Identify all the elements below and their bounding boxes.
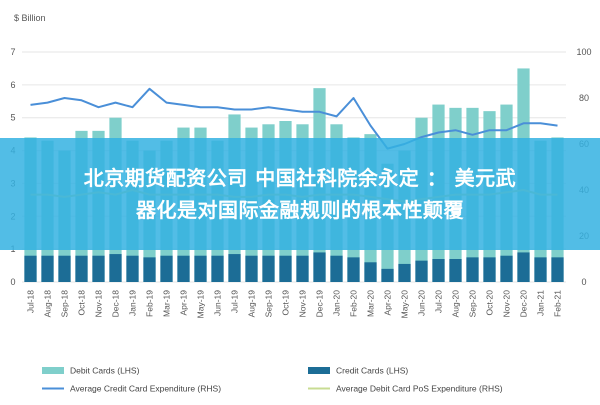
x-tick-label: Dec-19 — [315, 290, 325, 318]
credit-bar — [449, 259, 462, 282]
x-tick-label: Oct-20 — [485, 290, 495, 316]
x-tick-label: Jul-18 — [26, 290, 36, 313]
left-tick-label: 7 — [10, 47, 15, 57]
credit-bar — [432, 259, 445, 282]
right-tick-label: 0 — [581, 277, 586, 287]
credit-bar — [534, 257, 547, 282]
x-tick-label: Oct-18 — [77, 290, 87, 316]
credit-bar — [330, 255, 343, 282]
legend-label: Average Credit Card Expenditure (RHS) — [70, 384, 221, 394]
x-tick-label: Dec-20 — [519, 290, 529, 318]
legend-label: Debit Cards (LHS) — [70, 366, 140, 376]
legend-swatch — [42, 367, 64, 374]
credit-bar — [347, 257, 360, 282]
x-tick-label: Dec-18 — [111, 290, 121, 318]
credit-bar — [194, 255, 207, 282]
x-tick-label: Apr-20 — [383, 290, 393, 316]
x-tick-label: Nov-18 — [94, 290, 104, 318]
credit-bar — [75, 255, 88, 282]
credit-bar — [262, 255, 275, 282]
x-tick-label: Jan-20 — [332, 290, 342, 316]
credit-bar — [126, 255, 139, 282]
x-tick-label: Apr-19 — [179, 290, 189, 316]
credit-bar — [296, 255, 309, 282]
credit-bar — [381, 268, 394, 282]
credit-bar — [160, 255, 173, 282]
x-tick-label: May-19 — [196, 290, 206, 319]
credit-bar — [24, 255, 37, 282]
credit-bar — [466, 257, 479, 282]
x-tick-label: Sep-18 — [60, 290, 70, 318]
x-tick-label: Mar-20 — [366, 290, 376, 317]
x-tick-label: Jul-19 — [230, 290, 240, 313]
x-tick-label: Jan-19 — [128, 290, 138, 316]
x-tick-label: Sep-20 — [468, 290, 478, 318]
credit-bar — [500, 255, 513, 282]
credit-bar — [58, 255, 71, 282]
legend-label: Average Debit Card PoS Expenditure (RHS) — [336, 384, 503, 394]
x-tick-label: Aug-18 — [43, 290, 53, 318]
x-tick-label: Oct-19 — [281, 290, 291, 316]
x-tick-label: Feb-21 — [553, 290, 563, 317]
credit-bar — [313, 252, 326, 282]
credit-bar — [245, 255, 258, 282]
credit-bar — [143, 257, 156, 282]
legend-label: Credit Cards (LHS) — [336, 366, 408, 376]
x-tick-label: Jan-21 — [536, 290, 546, 316]
left-tick-label: 0 — [10, 277, 15, 287]
x-tick-label: Jul-20 — [434, 290, 444, 313]
legend: Debit Cards (LHS) Credit Cards (LHS) Avera… — [42, 366, 503, 394]
right-tick-label: 80 — [579, 93, 589, 103]
credit-bar — [279, 255, 292, 282]
credit-bar — [398, 263, 411, 282]
left-tick-label: 6 — [10, 80, 15, 90]
credit-bar — [211, 255, 224, 282]
left-tick-label: 5 — [10, 113, 15, 123]
right-tick-label: 100 — [576, 47, 591, 57]
x-axis-ticks: Jul-18 Aug-18 Sep-18 Oct-18 Nov-18 Dec-18 Jan-… — [26, 290, 563, 319]
x-tick-label: Aug-20 — [451, 290, 461, 318]
avg-credit-line — [30, 87, 558, 150]
headline-line-2: 器化是对国际金融规则的根本性颠覆 — [136, 198, 464, 222]
credit-bar — [41, 255, 54, 282]
x-tick-label: Mar-19 — [162, 290, 172, 317]
x-tick-label: Jun-19 — [213, 290, 223, 316]
x-tick-label: Nov-20 — [502, 290, 512, 318]
headline-overlay: 北京期货配资公司 中国社科院余永定 ： 美元武 器化是对国际金融规则的根本性颠覆 — [0, 138, 600, 250]
x-tick-label: Sep-19 — [264, 290, 274, 318]
x-tick-label: Feb-20 — [349, 290, 359, 317]
credit-bar — [109, 254, 122, 282]
left-axis-unit-label: $ Billion — [14, 13, 46, 23]
headline-line-1: 北京期货配资公司 中国社科院余永定 ： 美元武 — [83, 166, 517, 190]
x-tick-label: Aug-19 — [247, 290, 257, 318]
credit-bar — [177, 255, 190, 282]
credit-bar — [415, 260, 428, 282]
x-tick-label: May-20 — [400, 290, 410, 319]
credit-bar — [517, 252, 530, 282]
credit-bar — [483, 257, 496, 282]
credit-bar — [551, 257, 564, 282]
x-tick-label: Feb-19 — [145, 290, 155, 317]
x-tick-label: Jun-20 — [417, 290, 427, 316]
credit-bar — [364, 262, 377, 282]
credit-bar — [228, 254, 241, 282]
x-tick-label: Nov-19 — [298, 290, 308, 318]
legend-swatch — [308, 367, 330, 374]
credit-bar — [92, 255, 105, 282]
